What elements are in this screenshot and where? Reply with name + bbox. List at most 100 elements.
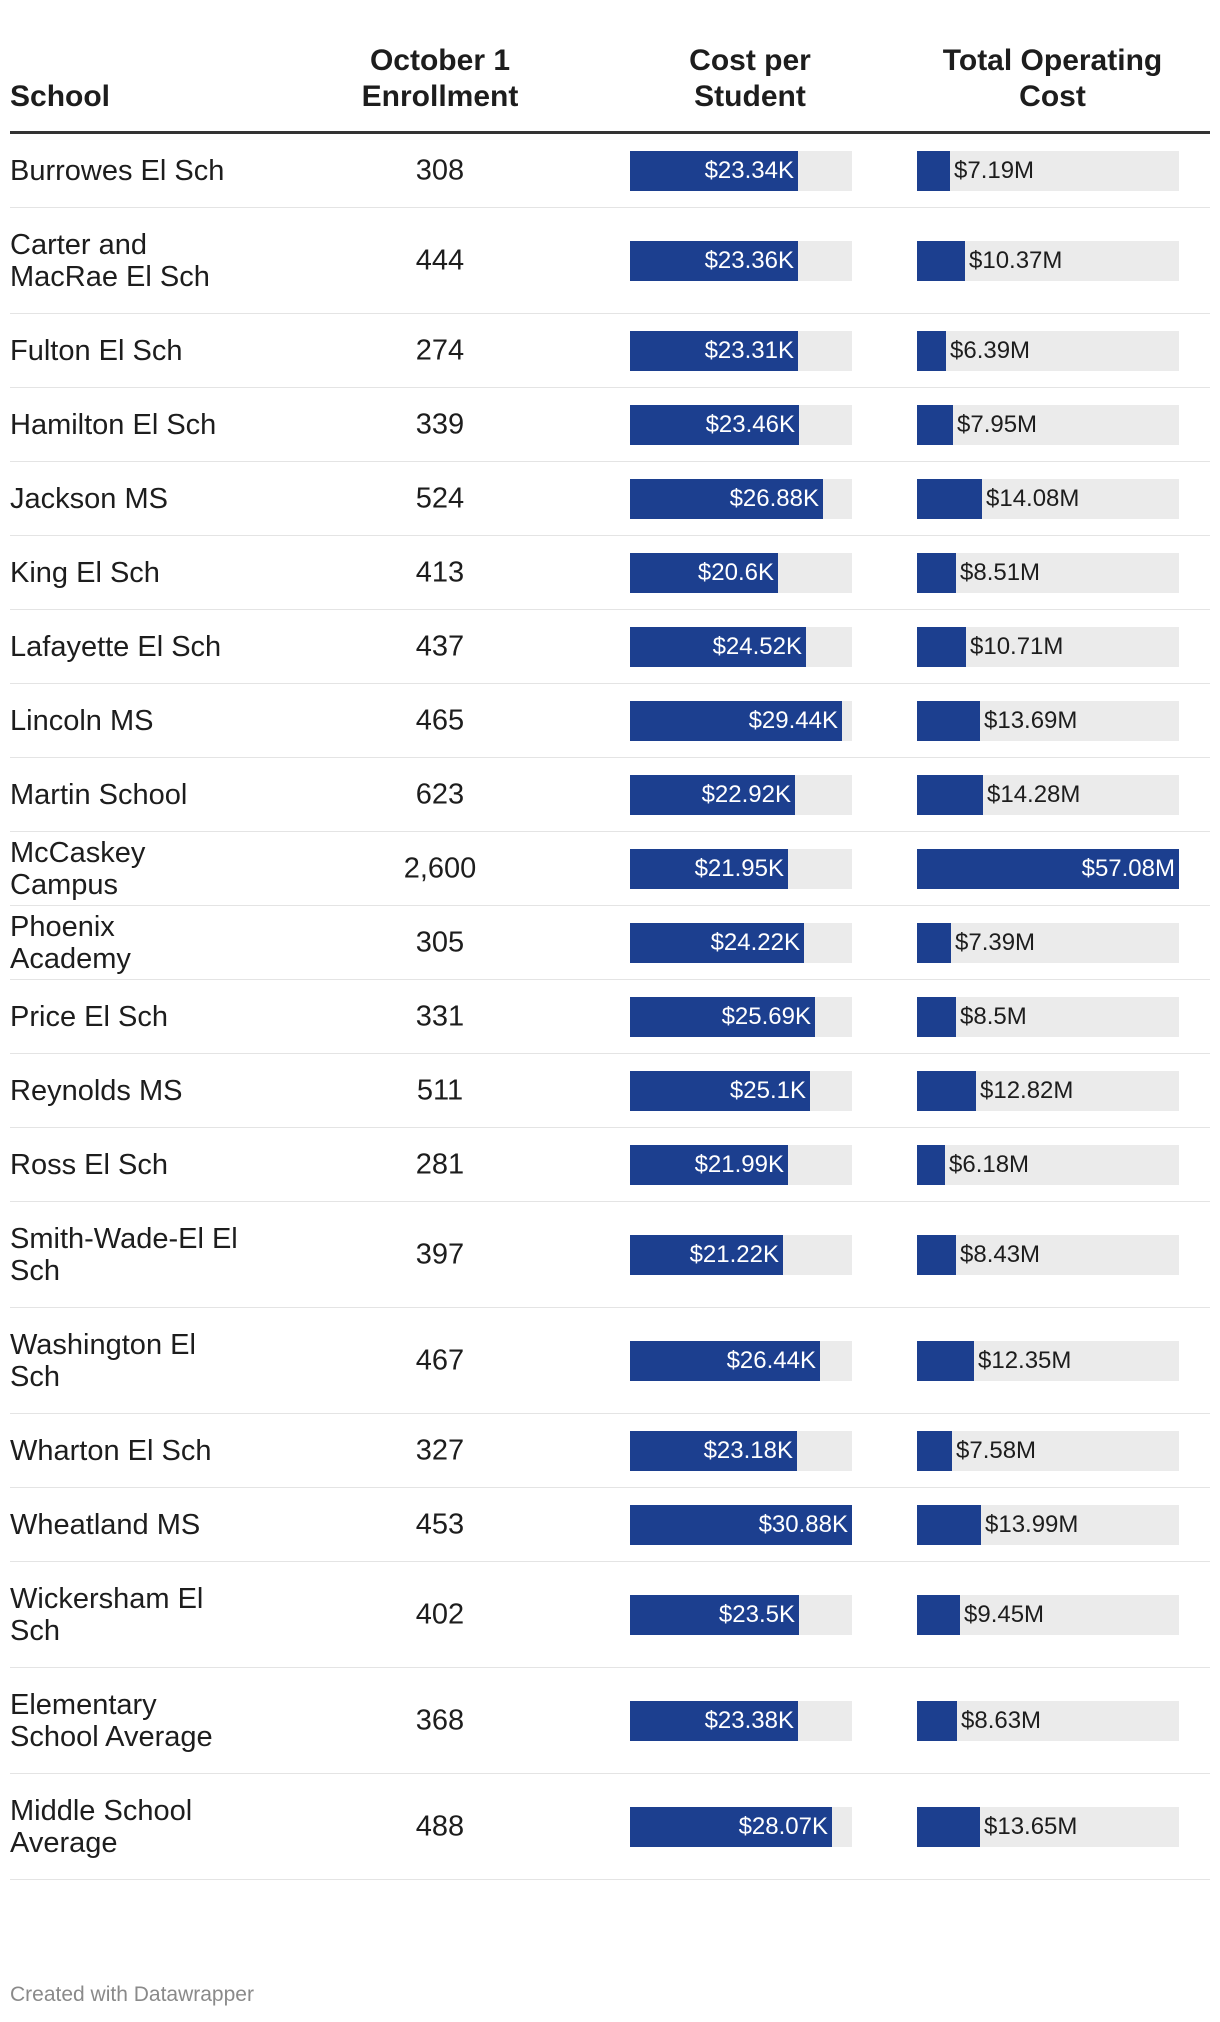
total-bar bbox=[917, 240, 965, 281]
cost-bar-track: $23.31K bbox=[630, 330, 852, 371]
school-name: Carter and MacRae El Sch bbox=[10, 228, 210, 293]
enrollment-value: 524 bbox=[415, 482, 465, 514]
enrollment-value: 327 bbox=[415, 1434, 465, 1466]
cost-bar-track: $23.34K bbox=[630, 150, 852, 191]
cost-bar bbox=[630, 330, 798, 371]
table-body: Burrowes El Sch 308 $23.34K $7.19M Carter an… bbox=[10, 134, 1210, 1880]
total-bar-label: $13.65M bbox=[984, 1812, 1078, 1840]
total-bar-track: $6.18M bbox=[917, 1144, 1179, 1185]
cost-bar-label: $26.88K bbox=[729, 484, 819, 512]
cost-bar bbox=[630, 700, 842, 741]
total-bar-label: $6.18M bbox=[949, 1150, 1030, 1178]
total-bar-label: $8.5M bbox=[960, 1002, 1027, 1030]
cost-bar-label: $23.34K bbox=[704, 156, 794, 184]
table-row: Martin School 623 $22.92K $14.28M bbox=[10, 758, 1210, 832]
enrollment-value: 274 bbox=[415, 334, 465, 366]
total-bar-track: $13.99M bbox=[917, 1504, 1179, 1545]
school-name: Lincoln MS bbox=[10, 704, 154, 737]
table-row: Phoenix Academy 305 $24.22K $7.39M bbox=[10, 906, 1210, 980]
total-bar bbox=[917, 626, 966, 667]
table-row: Jackson MS 524 $26.88K $14.08M bbox=[10, 462, 1210, 536]
cost-bar-label: $29.44K bbox=[748, 706, 838, 734]
school-name: Burrowes El Sch bbox=[10, 154, 225, 187]
cost-bar-label: $20.6K bbox=[697, 558, 774, 586]
cost-bar-label: $25.1K bbox=[729, 1076, 806, 1104]
school-name: Smith-Wade-El El Sch bbox=[10, 1222, 238, 1287]
table-row: King El Sch 413 $20.6K $8.51M bbox=[10, 536, 1210, 610]
total-bar-label: $12.35M bbox=[978, 1346, 1072, 1374]
cost-bar-track: $23.18K bbox=[630, 1430, 852, 1471]
cost-bar-track: $26.88K bbox=[630, 478, 852, 519]
total-bar-track: $12.35M bbox=[917, 1340, 1179, 1381]
table-row: Wharton El Sch 327 $23.18K $7.58M bbox=[10, 1414, 1210, 1488]
cost-bar-track: $21.99K bbox=[630, 1144, 852, 1185]
cost-bar-track: $24.52K bbox=[630, 626, 852, 667]
cost-bar-label: $21.22K bbox=[689, 1240, 779, 1268]
table-row: Price El Sch 331 $25.69K $8.5M bbox=[10, 980, 1210, 1054]
total-bar-label: $8.63M bbox=[961, 1706, 1042, 1734]
total-bar-label: $7.39M bbox=[955, 928, 1036, 956]
enrollment-value: 402 bbox=[415, 1598, 465, 1630]
enrollment-value: 368 bbox=[415, 1704, 465, 1736]
cost-bar-track: $25.69K bbox=[630, 996, 852, 1037]
total-bar-track: $7.95M bbox=[917, 404, 1179, 445]
table-row: Burrowes El Sch 308 $23.34K $7.19M bbox=[10, 134, 1210, 208]
total-bar-track: $10.71M bbox=[917, 626, 1179, 667]
table-row: Lafayette El Sch 437 $24.52K $10.71M bbox=[10, 610, 1210, 684]
cost-bar bbox=[630, 1700, 798, 1741]
total-bar-label: $14.28M bbox=[987, 780, 1081, 808]
total-bar-track: $8.51M bbox=[917, 552, 1179, 593]
total-bar-track: $6.39M bbox=[917, 330, 1179, 371]
header-total-operating-cost[interactable]: Total Operating Cost bbox=[942, 44, 1163, 113]
table-row: Fulton El Sch 274 $23.31K $6.39M bbox=[10, 314, 1210, 388]
total-bar-label: $10.71M bbox=[970, 632, 1064, 660]
school-name: Fulton El Sch bbox=[10, 334, 183, 367]
header-school[interactable]: School bbox=[10, 80, 111, 113]
total-bar-track: $13.65M bbox=[917, 1806, 1179, 1847]
enrollment-value: 308 bbox=[415, 154, 465, 186]
total-bar-label: $14.08M bbox=[986, 484, 1080, 512]
table-header: School October 1 Enrollment Cost per Stu… bbox=[10, 0, 1210, 134]
total-bar bbox=[917, 1806, 980, 1847]
enrollment-value: 339 bbox=[415, 408, 465, 440]
table-row: Elementary School Average 368 $23.38K $8.63… bbox=[10, 1668, 1210, 1774]
cost-bar bbox=[630, 1504, 852, 1545]
cost-bar-track: $23.46K bbox=[630, 404, 852, 445]
school-name: King El Sch bbox=[10, 556, 160, 589]
total-bar-track: $7.19M bbox=[917, 150, 1179, 191]
header-enrollment[interactable]: October 1 Enrollment bbox=[361, 44, 519, 113]
enrollment-value: 467 bbox=[415, 1344, 465, 1376]
total-bar bbox=[917, 1700, 957, 1741]
total-bar-track: $8.43M bbox=[917, 1234, 1179, 1275]
total-bar-track: $13.69M bbox=[917, 700, 1179, 741]
school-name: Wharton El Sch bbox=[10, 1434, 212, 1467]
school-name: Martin School bbox=[10, 778, 188, 811]
cost-bar-label: $22.92K bbox=[701, 780, 791, 808]
cost-bar-label: $21.99K bbox=[694, 1150, 784, 1178]
school-name: Price El Sch bbox=[10, 1000, 168, 1033]
enrollment-value: 2,600 bbox=[403, 852, 477, 884]
cost-bar bbox=[630, 1144, 788, 1185]
header-cost-per-student[interactable]: Cost per Student bbox=[689, 44, 811, 113]
enrollment-value: 453 bbox=[415, 1508, 465, 1540]
total-bar bbox=[917, 478, 982, 519]
total-bar-label: $8.43M bbox=[960, 1240, 1041, 1268]
enrollment-value: 397 bbox=[415, 1238, 465, 1270]
cost-bar bbox=[630, 404, 799, 445]
cost-bar bbox=[630, 996, 815, 1037]
total-bar bbox=[917, 1340, 974, 1381]
footer-credit: Created with Datawrapper bbox=[10, 1983, 254, 2006]
school-name: Lafayette El Sch bbox=[10, 630, 222, 663]
cost-bar-track: $24.22K bbox=[630, 922, 852, 963]
cost-bar-label: $28.07K bbox=[738, 1812, 828, 1840]
total-bar-track: $12.82M bbox=[917, 1070, 1179, 1111]
cost-bar bbox=[630, 774, 795, 815]
cost-bar-label: $24.52K bbox=[712, 632, 802, 660]
cost-bar bbox=[630, 1234, 783, 1275]
cost-bar-track: $21.95K bbox=[630, 848, 852, 889]
enrollment-value: 444 bbox=[415, 244, 465, 276]
cost-bar bbox=[630, 1594, 799, 1635]
cost-bar-track: $23.38K bbox=[630, 1700, 852, 1741]
cost-bar-label: $21.95K bbox=[694, 854, 784, 882]
table-row: Ross El Sch 281 $21.99K $6.18M bbox=[10, 1128, 1210, 1202]
